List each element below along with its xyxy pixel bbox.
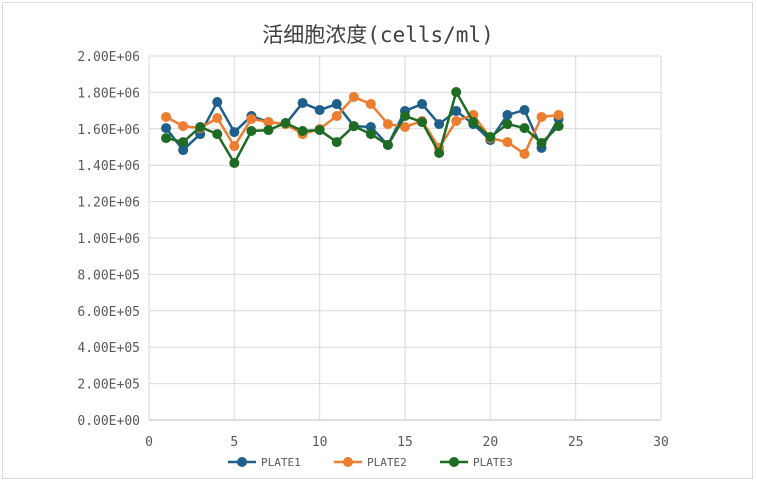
data-point-plate1 bbox=[417, 99, 428, 110]
data-point-plate3 bbox=[246, 125, 257, 136]
data-point-plate1 bbox=[502, 109, 513, 120]
x-tick-label: 15 bbox=[397, 435, 413, 450]
data-point-plate2 bbox=[382, 119, 393, 130]
data-point-plate2 bbox=[553, 109, 564, 120]
y-tick-label: 1.20E+06 bbox=[77, 196, 140, 211]
chart-frame bbox=[2, 2, 753, 479]
y-tick-label: 4.00E+05 bbox=[77, 341, 140, 356]
data-point-plate2 bbox=[263, 117, 274, 128]
data-point-plate1 bbox=[178, 145, 189, 156]
data-point-plate3 bbox=[485, 131, 496, 142]
data-point-plate3 bbox=[451, 87, 462, 98]
x-tick-label: 0 bbox=[145, 435, 153, 450]
y-tick-label: 2.00E+06 bbox=[77, 50, 140, 65]
data-point-plate1 bbox=[314, 105, 325, 116]
data-point-plate1 bbox=[229, 127, 240, 138]
x-tick-label: 30 bbox=[653, 435, 669, 450]
y-tick-label: 1.40E+06 bbox=[77, 159, 140, 174]
data-point-plate2 bbox=[502, 137, 513, 148]
data-point-plate3 bbox=[519, 123, 530, 134]
data-point-plate3 bbox=[331, 137, 342, 148]
data-point-plate2 bbox=[348, 91, 359, 102]
data-point-plate2 bbox=[536, 111, 547, 122]
data-point-plate3 bbox=[297, 125, 308, 136]
data-point-plate3 bbox=[553, 121, 564, 132]
data-point-plate2 bbox=[212, 113, 223, 124]
data-point-plate3 bbox=[229, 158, 240, 169]
data-point-plate1 bbox=[331, 99, 342, 110]
y-tick-label: 6.00E+05 bbox=[77, 305, 140, 320]
data-point-plate3 bbox=[263, 125, 274, 136]
y-tick-label: 0.00E+00 bbox=[77, 414, 140, 429]
data-point-plate1 bbox=[451, 105, 462, 116]
data-point-plate3 bbox=[382, 139, 393, 150]
legend-label: PLATE1 bbox=[261, 456, 301, 469]
data-point-plate3 bbox=[536, 137, 547, 148]
x-tick-label: 10 bbox=[312, 435, 328, 450]
y-tick-label: 2.00E+05 bbox=[77, 378, 140, 393]
data-point-plate2 bbox=[365, 99, 376, 110]
data-point-plate3 bbox=[434, 148, 445, 159]
data-point-plate3 bbox=[365, 129, 376, 140]
data-point-plate3 bbox=[502, 119, 513, 130]
data-point-plate1 bbox=[365, 121, 376, 132]
data-point-plate2 bbox=[400, 121, 410, 132]
data-point-plate3 bbox=[161, 133, 172, 144]
data-point-plate2 bbox=[229, 141, 240, 152]
legend-label: PLATE2 bbox=[367, 456, 407, 469]
legend-label: PLATE3 bbox=[473, 456, 513, 469]
data-point-plate3 bbox=[314, 125, 325, 136]
data-point-plate3 bbox=[280, 117, 291, 128]
legend-marker bbox=[343, 457, 353, 467]
data-point-plate1 bbox=[212, 97, 223, 108]
data-point-plate2 bbox=[161, 111, 172, 122]
y-tick-label: 8.00E+05 bbox=[77, 268, 140, 283]
data-point-plate3 bbox=[400, 111, 410, 122]
data-point-plate3 bbox=[468, 117, 479, 128]
y-tick-label: 1.60E+06 bbox=[77, 123, 140, 138]
data-point-plate3 bbox=[348, 121, 359, 132]
data-point-plate3 bbox=[417, 117, 428, 128]
data-point-plate2 bbox=[246, 113, 257, 124]
y-tick-label: 1.80E+06 bbox=[77, 86, 140, 101]
data-point-plate1 bbox=[519, 105, 530, 116]
data-point-plate1 bbox=[297, 97, 308, 108]
data-point-plate2 bbox=[451, 115, 462, 126]
data-point-plate2 bbox=[331, 111, 342, 122]
data-point-plate3 bbox=[195, 121, 206, 132]
legend-marker bbox=[237, 457, 247, 467]
x-tick-label: 20 bbox=[483, 435, 499, 450]
data-point-plate3 bbox=[178, 137, 189, 148]
legend-marker bbox=[449, 457, 459, 467]
series-line-plate1 bbox=[165, 100, 560, 152]
data-point-plate2 bbox=[178, 121, 189, 132]
data-point-plate2 bbox=[519, 148, 530, 159]
data-point-plate1 bbox=[161, 123, 172, 134]
data-point-plate1 bbox=[434, 119, 445, 130]
chart-title: 活细胞浓度(cells/ml) bbox=[262, 23, 493, 47]
x-tick-label: 5 bbox=[230, 435, 238, 450]
data-point-plate3 bbox=[212, 129, 223, 140]
x-tick-label: 25 bbox=[568, 435, 584, 450]
y-tick-label: 1.00E+06 bbox=[77, 232, 140, 247]
